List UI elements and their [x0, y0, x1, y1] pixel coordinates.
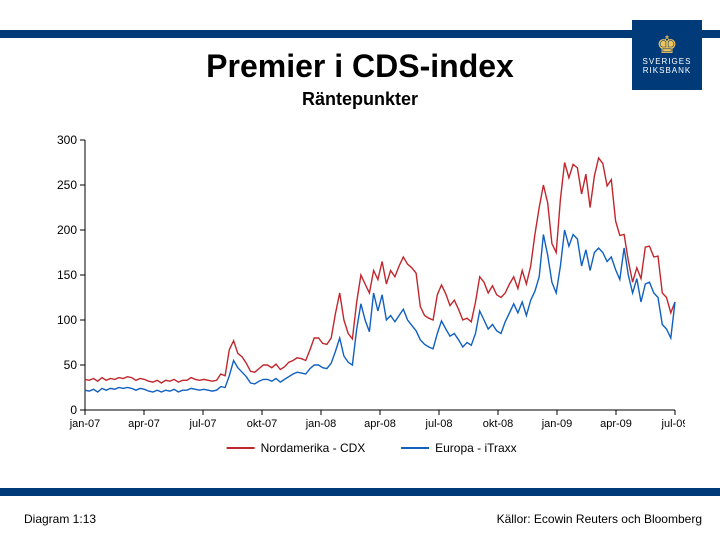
svg-text:okt-07: okt-07	[247, 418, 278, 430]
svg-text:50: 50	[64, 358, 78, 372]
svg-text:jan-09: jan-09	[541, 418, 573, 430]
svg-text:jan-07: jan-07	[69, 418, 101, 430]
slide-title: Premier i CDS-index	[0, 48, 720, 85]
header-accent-band	[0, 30, 720, 38]
svg-text:apr-08: apr-08	[364, 418, 396, 430]
svg-text:jul-08: jul-08	[425, 418, 453, 430]
svg-text:100: 100	[57, 313, 77, 327]
svg-text:jan-08: jan-08	[305, 418, 337, 430]
source-text: Källor: Ecowin Reuters och Bloomberg	[497, 512, 702, 526]
svg-text:150: 150	[57, 268, 77, 282]
svg-text:Europa - iTraxx: Europa - iTraxx	[435, 441, 517, 455]
svg-text:okt-08: okt-08	[483, 418, 514, 430]
title-block: Premier i CDS-index Räntepunkter	[0, 48, 720, 110]
svg-text:200: 200	[57, 223, 77, 237]
svg-text:Nordamerika - CDX: Nordamerika - CDX	[261, 441, 366, 455]
cds-line-chart: 0 50 100 150 200 250 300 jan-07 apr-07 jul-07 okt-…	[45, 130, 685, 460]
svg-text:0: 0	[70, 403, 77, 417]
slide-subtitle: Räntepunkter	[0, 89, 720, 110]
svg-text:apr-07: apr-07	[128, 418, 160, 430]
svg-text:jul-07: jul-07	[189, 418, 217, 430]
svg-text:jul-09: jul-09	[661, 418, 685, 430]
footer-accent-band	[0, 488, 720, 496]
svg-text:apr-09: apr-09	[600, 418, 632, 430]
svg-text:300: 300	[57, 133, 77, 147]
diagram-number: Diagram 1:13	[24, 512, 96, 526]
svg-text:250: 250	[57, 178, 77, 192]
